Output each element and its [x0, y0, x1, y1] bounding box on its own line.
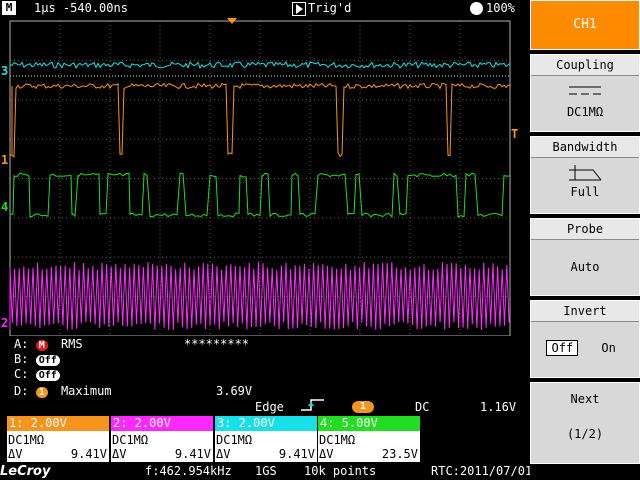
ch2-marker[interactable]: 2	[1, 316, 9, 330]
brightness-icon	[470, 2, 483, 15]
trigger-position-marker[interactable]	[227, 18, 237, 24]
ch3-waveform	[9, 61, 511, 70]
ch2-scale: 2: 2.00V	[111, 416, 213, 431]
ch4-info-box[interactable]: 4: 5.00V DC1MΩ ΔV 23.5V	[318, 416, 420, 462]
waveform-display[interactable]	[0, 18, 528, 336]
bandwidth-filter-icon	[569, 165, 602, 181]
ch1-source-badge: 1	[35, 387, 48, 398]
brightness-readout[interactable]: 100%	[486, 1, 515, 15]
ch2-waveform	[9, 261, 510, 330]
status-bar: M 1µs -540.00ns Trig'd 100%	[0, 0, 528, 18]
next-page-indicator: (1/2)	[566, 427, 604, 441]
trigger-source-badge[interactable]: 1	[352, 401, 374, 413]
off-badge: Off	[35, 370, 60, 381]
ch2-coupling: DC1MΩ	[112, 433, 149, 447]
ch1-scale: 1: 2.00V	[7, 416, 109, 431]
ch2-measure-label: ΔV	[112, 447, 127, 461]
trigger-status: Trig'd	[308, 1, 352, 15]
bandwidth-value: Full	[570, 185, 600, 199]
ch4-measure-value: 23.5V	[381, 447, 418, 461]
bandwidth-title: Bandwidth	[531, 137, 639, 158]
measurement-b[interactable]: B: Off	[14, 352, 60, 367]
measurement-value: 3.69V	[216, 384, 253, 398]
ch4-coupling: DC1MΩ	[319, 433, 356, 447]
bandwidth-softkey[interactable]: Bandwidth Full	[530, 136, 640, 214]
measurement-d[interactable]: D: 1 Maximum 3.69V	[14, 384, 252, 399]
off-badge: Off	[35, 355, 60, 366]
ch3-info-box[interactable]: 3: 2.00V DC1MΩ ΔV 9.41V	[215, 416, 317, 462]
invert-title: Invert	[531, 301, 639, 322]
ch3-scale: 3: 2.00V	[215, 416, 317, 431]
ch1-marker[interactable]: 1	[1, 153, 9, 167]
invert-off-option[interactable]: Off	[546, 340, 579, 356]
frequency-readout: f:462.954kHz	[145, 464, 232, 478]
dc-coupling-icon	[569, 86, 601, 95]
ch3-coupling: DC1MΩ	[216, 433, 253, 447]
ch4-marker[interactable]: 4	[1, 200, 9, 214]
timebase-readout[interactable]: 1µs -540.00ns	[34, 1, 128, 15]
measurement-name: Maximum	[60, 384, 112, 398]
next-title: Next	[570, 392, 600, 406]
measurement-slot: C:	[14, 367, 29, 381]
ch1-coupling: DC1MΩ	[8, 433, 45, 447]
ch1-info-box[interactable]: 1: 2.00V DC1MΩ ΔV 9.41V	[7, 416, 109, 462]
sample-rate-readout: 1GS	[255, 464, 277, 478]
trigger-level-marker[interactable]: T	[511, 127, 519, 141]
measurement-slot: A:	[14, 337, 29, 351]
measurement-slot: B:	[14, 352, 29, 366]
rising-edge-icon	[301, 399, 324, 411]
math-source-badge: M	[35, 340, 48, 351]
probe-title: Probe	[531, 219, 639, 240]
measurement-c[interactable]: C: Off	[14, 367, 60, 382]
measurement-slot: D:	[14, 384, 29, 398]
ch1-measure-label: ΔV	[8, 447, 23, 461]
ch3-marker[interactable]: 3	[1, 64, 9, 78]
ch1-measure-value: 9.41V	[70, 447, 107, 461]
coupling-value: DC1MΩ	[566, 105, 604, 119]
waveform-canvas	[9, 20, 511, 336]
ch1-menu-title[interactable]: CH1	[530, 0, 640, 50]
brand-logo: LeCroy	[0, 464, 51, 479]
ch1-waveform	[10, 82, 511, 158]
ch4-waveform	[9, 172, 511, 219]
trigger-coupling[interactable]: DC	[415, 400, 430, 414]
run-state-icon	[292, 2, 306, 16]
ch3-measure-label: ΔV	[216, 447, 231, 461]
mode-badge: M	[2, 1, 16, 15]
ch2-info-box[interactable]: 2: 2.00V DC1MΩ ΔV 9.41V	[111, 416, 213, 462]
measurement-value: *********	[184, 337, 250, 351]
measurement-name: RMS	[60, 337, 83, 351]
coupling-softkey[interactable]: Coupling DC1MΩ	[530, 54, 640, 132]
probe-softkey[interactable]: Probe Auto	[530, 218, 640, 296]
softkey-menu: CH1 Coupling DC1MΩ Bandwidth Full Probe …	[530, 0, 640, 480]
invert-softkey[interactable]: Invert Off On	[530, 300, 640, 378]
ch2-measure-value: 9.41V	[174, 447, 211, 461]
record-length-readout: 10k points	[304, 464, 377, 478]
ch4-scale: 4: 5.00V	[318, 416, 420, 431]
ch4-measure-label: ΔV	[319, 447, 334, 461]
ch3-measure-value: 9.41V	[278, 447, 315, 461]
invert-on-option[interactable]: On	[601, 341, 616, 355]
trigger-level[interactable]: 1.16V	[480, 400, 517, 414]
next-page-softkey[interactable]: Next (1/2)	[530, 382, 640, 464]
measurement-a[interactable]: A: M RMS *********	[14, 337, 249, 352]
coupling-title: Coupling	[531, 55, 639, 76]
trigger-type[interactable]: Edge	[255, 400, 284, 414]
probe-value: Auto	[570, 260, 600, 274]
graticule-grid	[10, 21, 510, 336]
